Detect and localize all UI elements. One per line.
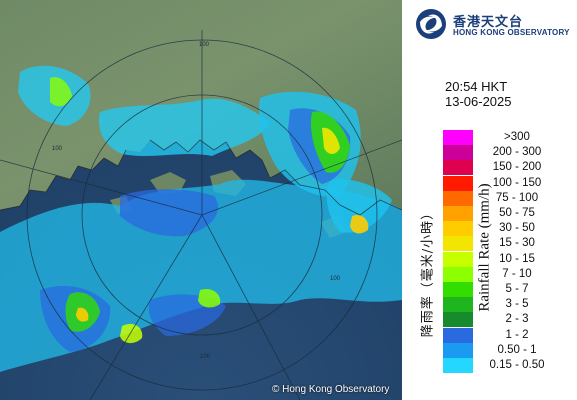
- legend-label: 10 - 15: [499, 252, 535, 265]
- legend-swatch: [443, 190, 473, 206]
- copyright-credit: © Hong Kong Observatory: [272, 384, 390, 395]
- rain-echo-intense: [322, 127, 340, 154]
- bearing-line: [201, 214, 301, 400]
- legend-row: 5 - 7: [443, 282, 573, 297]
- legend-label: 30 - 50: [499, 222, 535, 235]
- timestamp-date: 13-06-2025: [445, 94, 512, 109]
- bearing-line: [201, 139, 402, 216]
- legend-row: 1 - 2: [443, 327, 573, 343]
- legend-label: 200 - 300: [492, 146, 542, 159]
- legend-swatch: [443, 312, 473, 328]
- legend-row: 0.50 - 1: [443, 342, 573, 358]
- legend-label: 5 - 7: [505, 283, 529, 295]
- legend-title-cn: 降雨率（毫米/小時）: [420, 205, 436, 338]
- legend-label: 3 - 5: [505, 298, 529, 311]
- legend-row: >300: [443, 130, 573, 145]
- legend-row: 2 - 3: [443, 312, 573, 328]
- timestamp-time: 20:54 HKT: [445, 79, 508, 94]
- rain-echo-intense: [76, 307, 89, 322]
- legend-row: 15 - 30: [443, 236, 573, 252]
- legend-label: 75 - 100: [495, 191, 539, 204]
- legend-swatch: [443, 251, 473, 267]
- legend-label: 2 - 3: [505, 313, 529, 326]
- legend-row: 100 - 150: [443, 175, 573, 191]
- legend-row: 30 - 50: [443, 221, 573, 237]
- legend-swatch: [443, 236, 473, 252]
- legend-row: 7 - 10: [443, 266, 573, 282]
- radar-map: 100 100 100 100 © Hong Kong Observatory: [0, 0, 402, 400]
- legend-swatch: [443, 145, 473, 161]
- legend-title-en: Rainfall Rate (mm/h): [476, 183, 493, 312]
- legend-swatch: [443, 282, 473, 297]
- legend-swatch: [443, 266, 473, 282]
- radar-echoes: [0, 65, 402, 372]
- legend-panel: [402, 0, 577, 400]
- legend-label: 100 - 150: [492, 176, 542, 189]
- legend-swatch: [443, 206, 473, 221]
- legend-row: 75 - 100: [443, 190, 573, 206]
- legend-row: 0.15 - 0.50: [443, 358, 573, 373]
- legend-row: 150 - 200: [443, 160, 573, 176]
- rain-echo-heavy: [50, 77, 72, 107]
- legend-row: 200 - 300: [443, 145, 573, 161]
- legend-label: 1 - 2: [505, 328, 529, 341]
- range-rings: [0, 30, 402, 400]
- legend-label: 15 - 30: [499, 237, 535, 250]
- legend-row: 50 - 75: [443, 206, 573, 221]
- rain-echo-heavy: [198, 288, 221, 308]
- rain-echo-heavy: [120, 323, 143, 344]
- legend-swatch: [443, 175, 473, 191]
- legend-swatch: [443, 160, 473, 176]
- range-ring-label: 100: [52, 146, 63, 152]
- legend-swatch: [443, 342, 473, 358]
- rain-echo-moderate: [120, 189, 219, 237]
- legend-label: >300: [504, 131, 530, 143]
- legend-swatch: [443, 327, 473, 343]
- legend-label: 50 - 75: [499, 207, 535, 219]
- legend-swatch: [443, 130, 473, 145]
- legend-row: 10 - 15: [443, 251, 573, 267]
- bearing-line: [89, 214, 203, 400]
- rain-echo-light: [98, 98, 270, 156]
- island: [150, 172, 186, 194]
- logo-name-cn: 香港天文台: [453, 15, 524, 30]
- legend-label: 7 - 10: [502, 267, 532, 280]
- bearing-line: [0, 159, 203, 216]
- range-ring-label: 100: [200, 354, 211, 360]
- coastline: [0, 139, 402, 216]
- hko-logo-icon: [414, 7, 448, 41]
- legend-row: 3 - 5: [443, 297, 573, 313]
- range-ring-label: 100: [330, 276, 341, 282]
- logo-name-en: HONG KONG OBSERVATORY: [453, 28, 570, 37]
- hko-logo: 香港天文台 HONG KONG OBSERVATORY: [414, 7, 574, 41]
- legend-label: 0.50 - 1: [497, 343, 537, 356]
- range-ring-label: 100: [199, 42, 210, 48]
- legend-swatch: [443, 358, 473, 373]
- legend-swatch: [443, 221, 473, 237]
- legend-label: 150 - 200: [492, 161, 542, 174]
- legend-swatch: [443, 297, 473, 313]
- rain-echo-intense: [350, 214, 369, 234]
- legend-label: 0.15 - 0.50: [489, 359, 545, 371]
